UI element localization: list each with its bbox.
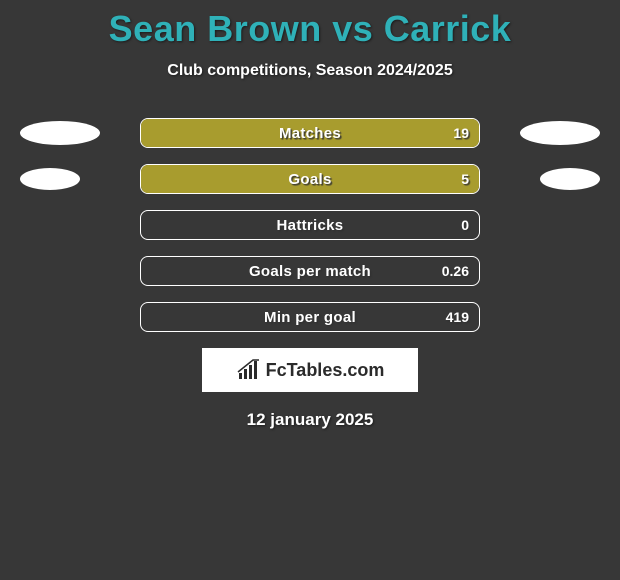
logo: FcTables.com bbox=[202, 348, 418, 392]
chart-icon bbox=[236, 359, 262, 381]
stat-row: Hattricks0 bbox=[0, 210, 620, 240]
bar-value: 0 bbox=[461, 211, 469, 239]
page-title: Sean Brown vs Carrick bbox=[0, 0, 620, 50]
bar-label: Matches bbox=[141, 119, 479, 147]
bar-track: Goals per match0.26 bbox=[140, 256, 480, 286]
bar-value: 0.26 bbox=[442, 257, 469, 285]
right-ellipse bbox=[520, 121, 600, 145]
date-label: 12 january 2025 bbox=[0, 410, 620, 430]
bar-track: Min per goal419 bbox=[140, 302, 480, 332]
bar-track: Hattricks0 bbox=[140, 210, 480, 240]
left-ellipse bbox=[20, 168, 80, 190]
bar-label: Goals bbox=[141, 165, 479, 193]
stat-row: Matches19 bbox=[0, 118, 620, 148]
bar-label: Hattricks bbox=[141, 211, 479, 239]
bar-value: 419 bbox=[446, 303, 469, 331]
bar-value: 19 bbox=[453, 119, 469, 147]
logo-text: FcTables.com bbox=[266, 360, 385, 381]
left-ellipse bbox=[20, 121, 100, 145]
stat-row: Goals per match0.26 bbox=[0, 256, 620, 286]
right-ellipse bbox=[540, 168, 600, 190]
subtitle: Club competitions, Season 2024/2025 bbox=[0, 62, 620, 80]
stat-row: Goals5 bbox=[0, 164, 620, 194]
bar-label: Goals per match bbox=[141, 257, 479, 285]
bar-track: Goals5 bbox=[140, 164, 480, 194]
bar-track: Matches19 bbox=[140, 118, 480, 148]
stat-rows: Matches19 Goals5 Hattricks0 Goals per match… bbox=[0, 118, 620, 332]
bar-label: Min per goal bbox=[141, 303, 479, 331]
stat-row: Min per goal419 bbox=[0, 302, 620, 332]
bar-value: 5 bbox=[461, 165, 469, 193]
